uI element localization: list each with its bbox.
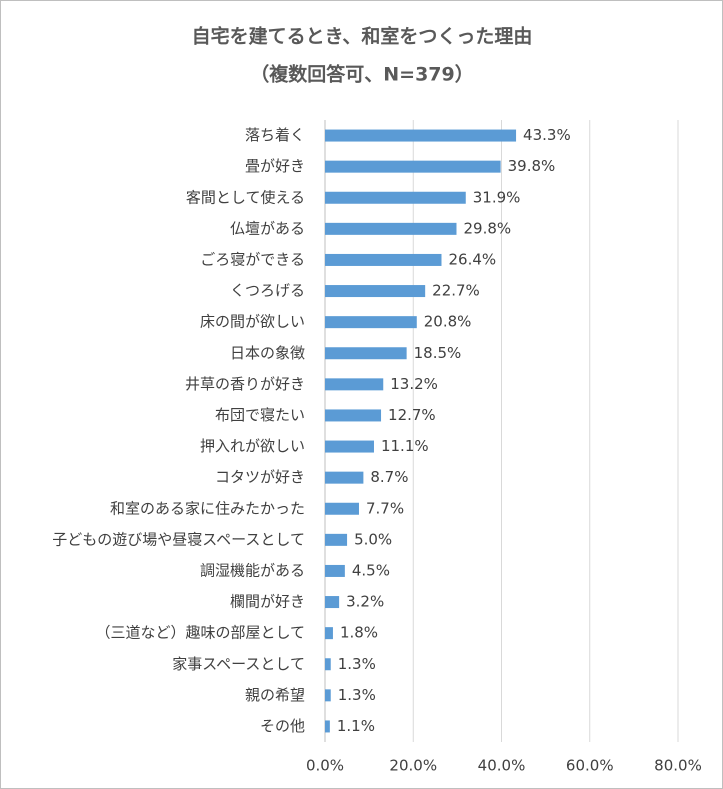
y-tick-label: 布団で寝たい [215, 406, 305, 424]
bar [325, 222, 457, 235]
data-label: 18.5% [414, 344, 462, 362]
y-tick-label: （三道など）趣味の部屋として [95, 624, 305, 642]
data-label: 8.7% [370, 468, 408, 486]
y-tick-label: 子どもの遊び場や昼寝スペースとして [52, 530, 305, 548]
bar [325, 596, 340, 609]
y-tick-label: ごろ寝ができる [200, 250, 305, 268]
data-label: 11.1% [381, 437, 429, 455]
y-tick-label: 押入れが欲しい [200, 437, 305, 455]
bar [325, 471, 364, 484]
y-tick-label: コタツが好き [215, 468, 305, 486]
data-label: 20.8% [424, 313, 472, 331]
data-label: 31.9% [473, 188, 521, 206]
data-label: 1.3% [338, 686, 376, 704]
x-tick-label: 80.0% [654, 757, 702, 775]
data-label: 43.3% [523, 126, 571, 144]
data-label: 4.5% [352, 561, 390, 579]
data-label: 7.7% [366, 499, 404, 517]
bar [325, 285, 426, 298]
bar [325, 564, 345, 577]
data-label: 1.8% [340, 624, 378, 642]
y-tick-label: その他 [260, 717, 305, 735]
bar [325, 347, 407, 360]
x-tick-label: 0.0% [306, 757, 344, 775]
bar [325, 627, 333, 640]
bar [325, 533, 348, 546]
data-label: 12.7% [388, 406, 436, 424]
bar [325, 440, 374, 453]
bar [325, 720, 330, 733]
data-label: 1.3% [338, 655, 376, 673]
y-tick-label: 家事スペースとして [172, 655, 305, 673]
data-label: 29.8% [463, 219, 511, 237]
x-tick-label: 20.0% [389, 757, 437, 775]
data-label: 1.1% [337, 717, 375, 735]
y-tick-label: 井草の香りが好き [185, 375, 305, 393]
x-tick-label: 60.0% [566, 757, 614, 775]
y-tick-label: 床の間が欲しい [200, 313, 305, 331]
bar [325, 502, 359, 515]
y-tick-label: 落ち着く [245, 126, 305, 144]
bar [325, 316, 417, 329]
y-tick-label: 欄間が好き [230, 593, 305, 611]
bar [325, 253, 442, 266]
y-tick-label: 畳が好き [245, 157, 305, 175]
chart-subtitle: （複数回答可、N=379） [250, 63, 473, 86]
bar [325, 129, 517, 142]
y-tick-label: 調湿機能がある [200, 561, 305, 579]
y-tick-label: 客間として使える [186, 188, 305, 206]
y-tick-label: 親の希望 [245, 686, 305, 704]
bar [325, 378, 384, 391]
bar [325, 160, 501, 173]
data-label: 13.2% [390, 375, 438, 393]
data-label: 3.2% [346, 593, 384, 611]
y-tick-label: 仏壇がある [230, 219, 305, 237]
bar [325, 689, 331, 702]
y-tick-label: くつろげる [230, 282, 305, 300]
bar [325, 658, 331, 671]
y-tick-label: 和室のある家に住みたかった [110, 499, 305, 517]
x-tick-label: 40.0% [478, 757, 526, 775]
data-label: 22.7% [432, 282, 480, 300]
data-label: 26.4% [448, 250, 496, 268]
bar [325, 409, 382, 422]
chart-title: 自宅を建てるとき、和室をつくった理由 [192, 25, 533, 48]
data-label: 5.0% [354, 530, 392, 548]
y-tick-label: 日本の象徴 [230, 344, 305, 362]
bar [325, 191, 466, 204]
data-label: 39.8% [508, 157, 556, 175]
